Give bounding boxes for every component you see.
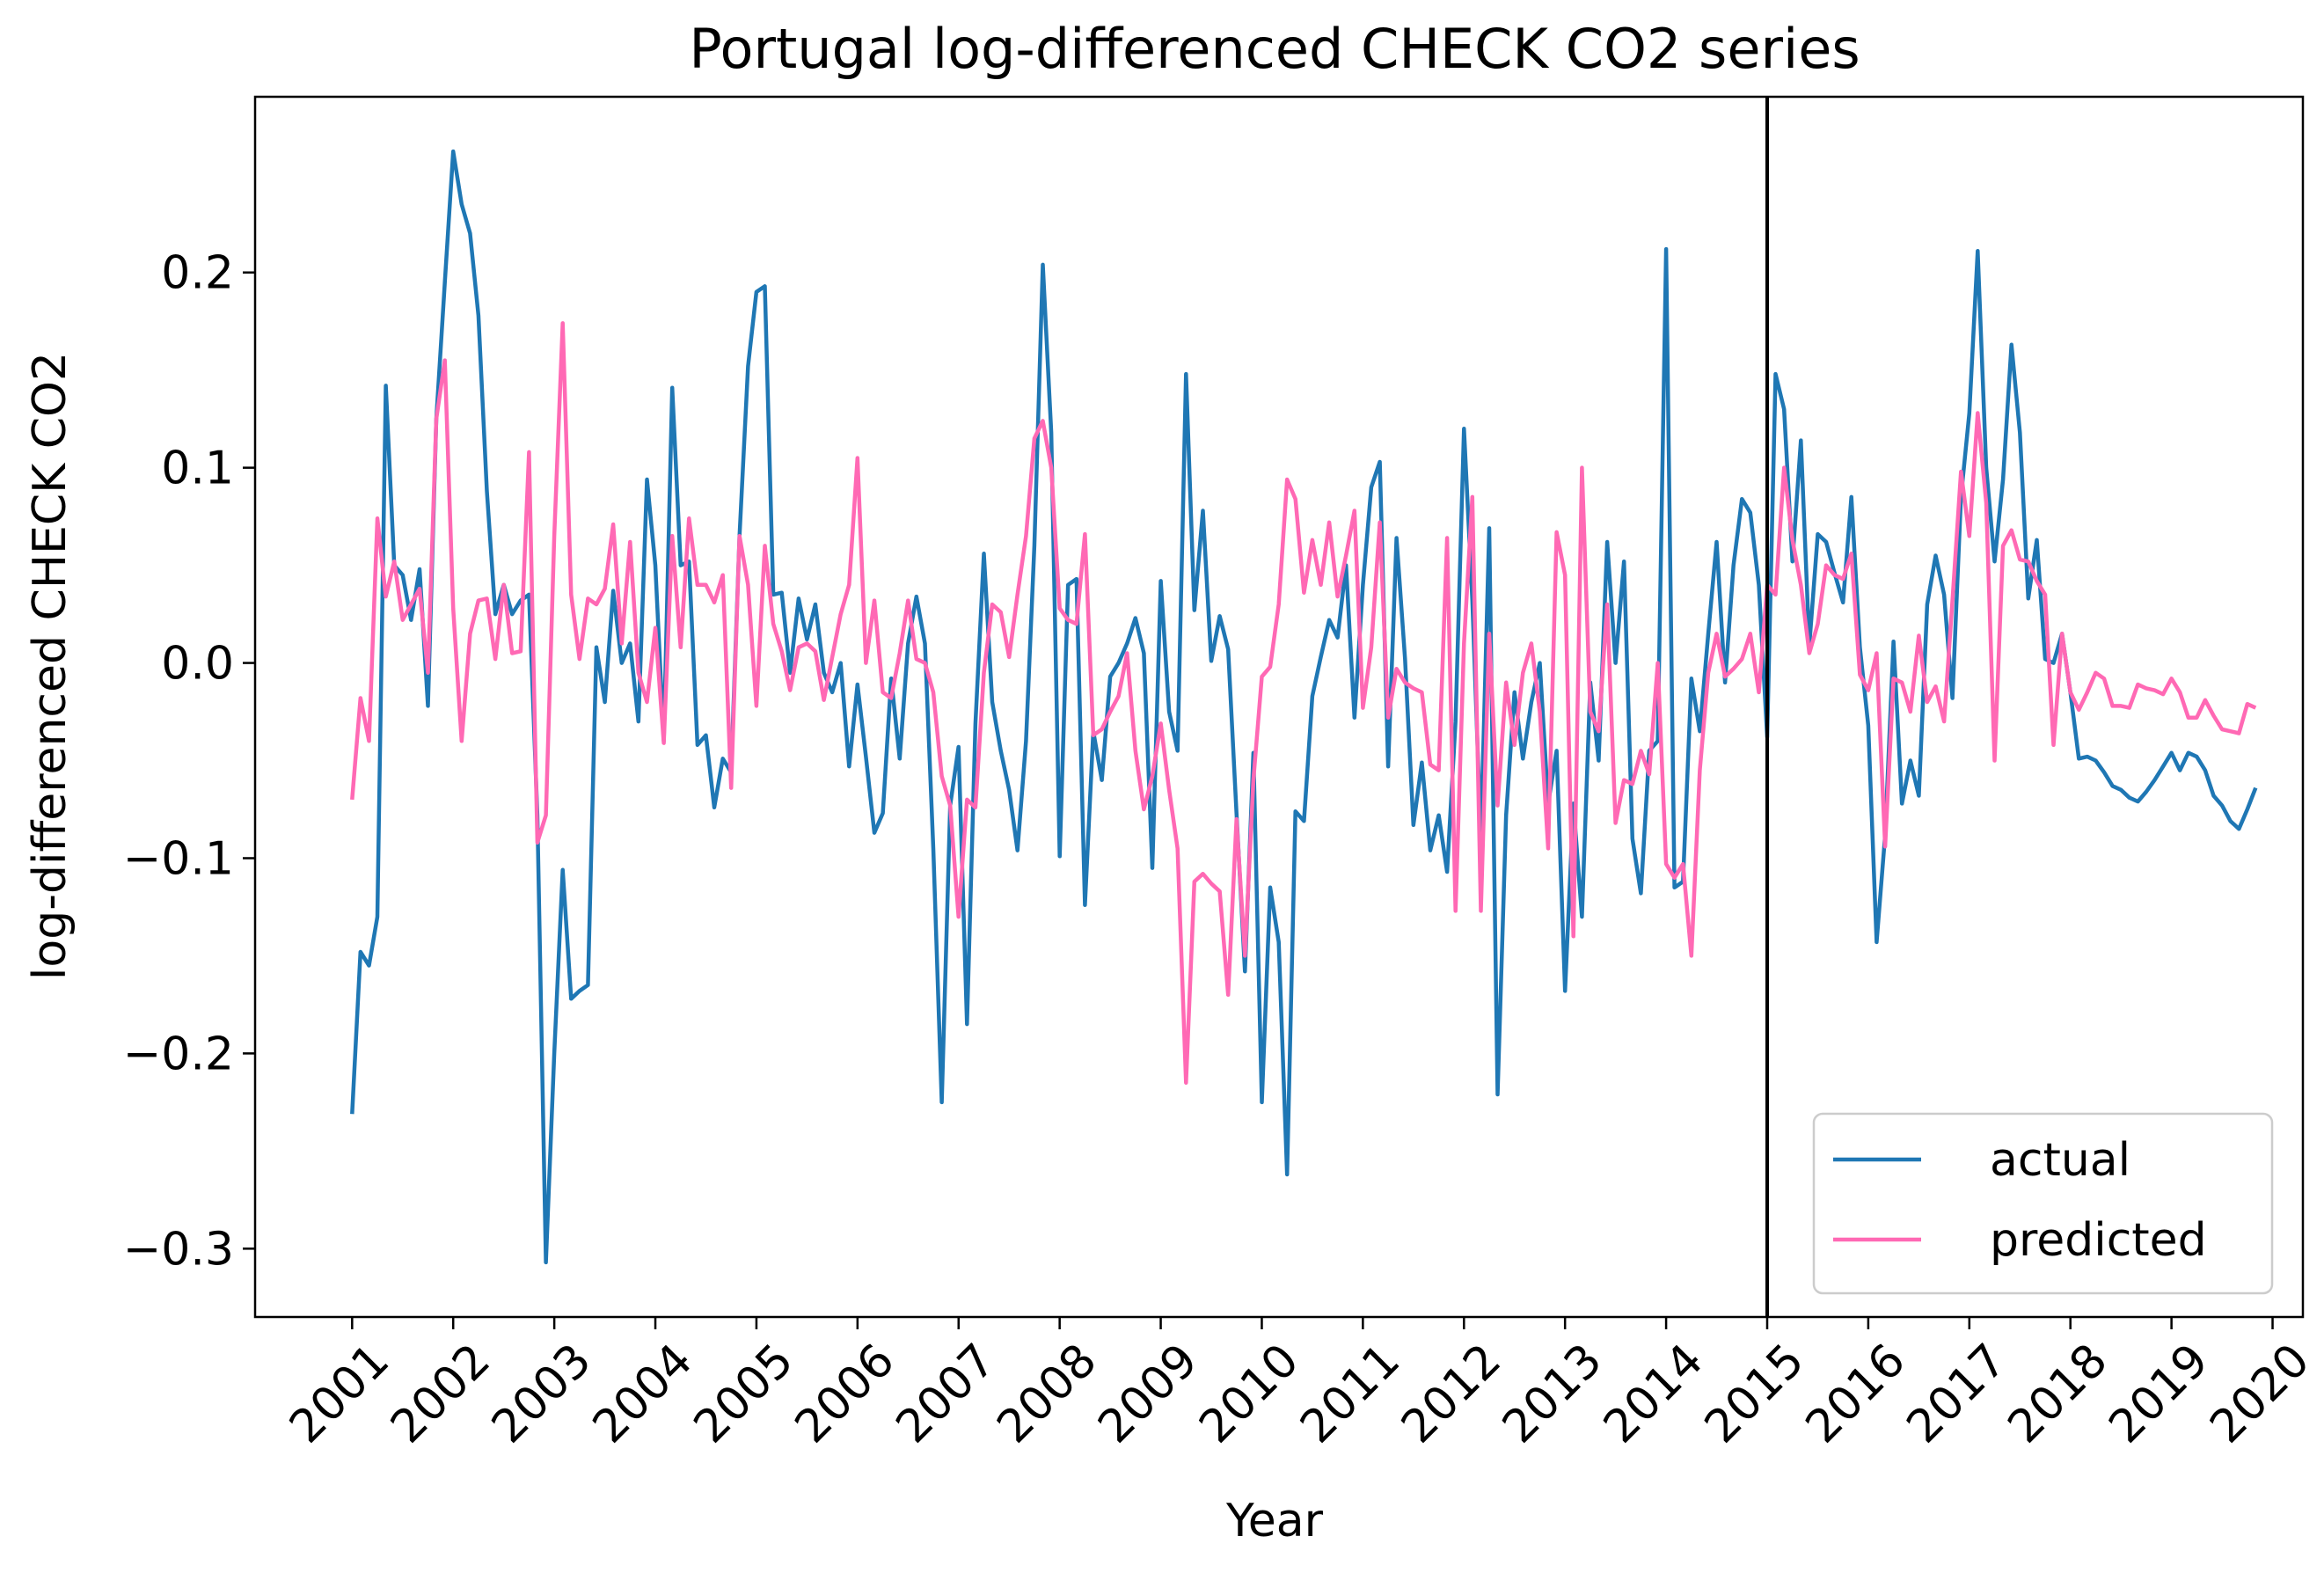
series-line-predicted <box>350 321 2257 1085</box>
y-axis-ticks: 0.2 0.1 0.0 −0.1 −0.2 −0.3 <box>123 247 255 1276</box>
legend-box <box>1812 1112 2274 1295</box>
axes-frame <box>253 95 2305 1319</box>
y-tick-label: −0.3 <box>123 1223 234 1276</box>
chart-title: Portugal log-differenced CHECK CO2 serie… <box>689 17 1860 81</box>
y-tick-label: −0.2 <box>123 1028 234 1080</box>
plot-area <box>253 95 2305 1319</box>
x-axis-label: Year <box>1225 1495 1324 1547</box>
legend-label-predicted: predicted <box>1990 1214 2207 1267</box>
legend: actual predicted <box>1812 1112 2274 1295</box>
series-layer <box>350 149 2258 1265</box>
y-tick-label: 0.1 <box>161 443 234 495</box>
y-axis-label: log-differenced CHECK CO2 <box>24 352 77 980</box>
y-tick-label: 0.2 <box>161 247 234 300</box>
y-tick-label: 0.0 <box>161 638 234 691</box>
legend-label-actual: actual <box>1990 1134 2130 1187</box>
y-tick-label: −0.1 <box>123 832 234 885</box>
series-line-actual <box>350 149 2258 1265</box>
